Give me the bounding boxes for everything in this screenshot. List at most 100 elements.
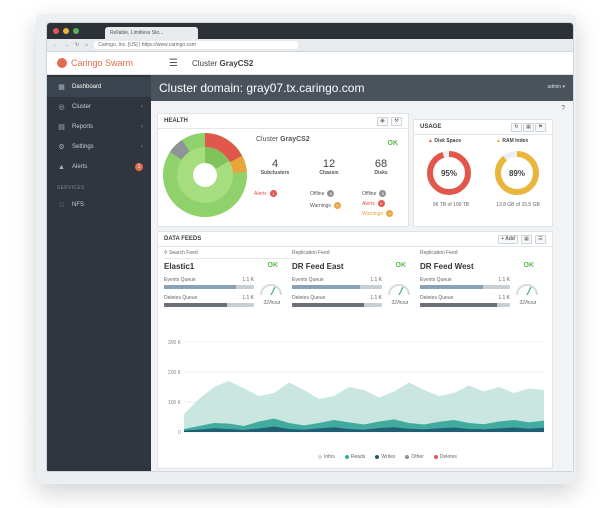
deletes-queue-value: 1.1 K [370, 295, 382, 301]
events-queue-label: Events Queue [420, 277, 452, 283]
cluster-icon: ◎ [58, 104, 65, 111]
home-icon[interactable]: ⌂ [85, 42, 89, 48]
feed-status: OK [395, 262, 407, 269]
ram-index-gauge[interactable]: 89% [494, 150, 540, 196]
usage-panel: USAGE ↻ ▦ ⚑ ▲ Disk Space ▲ RAM Index 95% [413, 119, 553, 227]
sidebar-item-nfs[interactable]: ∷ NFS [47, 195, 151, 215]
deletes-queue-value: 1.1 K [242, 295, 254, 301]
health-sunburst-chart[interactable] [162, 132, 248, 218]
dashboard-icon: ▦ [58, 84, 65, 91]
sidebar-item-settings[interactable]: ⚙ Settings ‹ [47, 137, 151, 157]
legend-swatch [405, 454, 410, 459]
legend-item-other[interactable]: Other [405, 454, 424, 460]
data-feed-card[interactable]: Replication Feed DR Feed West OK Events … [420, 250, 540, 307]
feed-name: DR Feed West [420, 262, 474, 271]
grid-view-icon[interactable]: ▦ [521, 235, 532, 244]
deletes-queue-bar [420, 303, 510, 307]
close-window-button[interactable] [53, 28, 59, 34]
caringo-logo[interactable]: Caringo Swarm [47, 58, 161, 68]
chassis-offline-label: Offline [310, 190, 325, 197]
sidebar-item-cluster[interactable]: ◎ Cluster ‹ [47, 97, 151, 117]
reload-icon[interactable]: ↻ [75, 42, 80, 48]
maximize-window-button[interactable] [73, 28, 79, 34]
deletes-queue-value: 1.1 K [498, 295, 510, 301]
alerts-icon: ▲ [58, 163, 65, 171]
throughput-area-chart[interactable]: 300 K 200 K 100 K 0 [160, 336, 550, 446]
back-icon[interactable]: ← [53, 42, 58, 48]
health-title: HEALTH ◉ ⚒ [158, 114, 408, 129]
subclusters-stat[interactable]: 4 Subclusters [254, 158, 296, 176]
events-queue-value: 1.1 K [498, 277, 510, 283]
y-tick-label: 100 K [168, 400, 182, 406]
chassis-value: 12 [322, 158, 336, 170]
data-feed-card[interactable]: Replication Feed DR Feed East OK Events … [292, 250, 412, 307]
minimize-window-button[interactable] [63, 28, 69, 34]
disk-space-gauge[interactable]: 95% [426, 150, 472, 196]
list-view-icon[interactable]: ☰ [535, 235, 546, 244]
health-alerts-row[interactable]: Alerts 1 [254, 190, 277, 197]
feed-tag: Replication Feed [420, 250, 458, 256]
sidebar-item-alerts[interactable]: ▲ Alerts 1 [47, 157, 151, 177]
data-feeds-title: DATA FEEDS + Add ▦ ☰ [158, 232, 552, 247]
search-icon: ⚲ [164, 250, 168, 256]
y-tick-label: 0 [178, 430, 181, 436]
disks-stat[interactable]: 68 Disks [360, 158, 402, 176]
browser-tab[interactable]: Reliable, Limitless Sto... [105, 27, 198, 39]
sunburst-center [193, 163, 217, 187]
app-header: Caringo Swarm ☰ Cluster GrayCS2 [47, 52, 573, 75]
wrench-icon[interactable]: ⚒ [391, 117, 402, 126]
usage-title-text: USAGE [420, 124, 442, 130]
data-feed-card[interactable]: Elastic1 OK Events Queue 1.1 K Deletes Q… [164, 262, 284, 307]
legend-item-deletes[interactable]: Deletes [433, 454, 457, 460]
hamburger-menu-icon[interactable]: ☰ [169, 57, 178, 69]
add-feed-button[interactable]: + Add [498, 235, 518, 244]
legend-swatch [375, 454, 380, 459]
search-feed-field[interactable]: ⚲ Search Feed [164, 250, 294, 259]
disks-label: Disks [374, 170, 388, 176]
sidebar-item-reports[interactable]: ▤ Reports ‹ [47, 117, 151, 137]
chevron-icon: ‹ [141, 124, 143, 130]
legend-item-infos[interactable]: Infos [318, 454, 335, 460]
deletes-queue-label: Deletes Queue [164, 295, 198, 301]
disks-alerts-row[interactable]: Alerts 0 [362, 200, 385, 207]
help-icon[interactable]: ? [561, 105, 565, 112]
chassis-offline-row[interactable]: Offline 0 [310, 190, 335, 197]
ram-index-icon: ▲ [496, 138, 501, 144]
feed-name: Elastic1 [164, 262, 195, 271]
settings-icon: ⚙ [58, 144, 65, 151]
health-title-text: HEALTH [164, 118, 188, 124]
admin-menu[interactable]: admin ▾ [547, 84, 565, 90]
view-icon[interactable]: ◉ [377, 117, 388, 126]
disks-alerts-count: 0 [377, 200, 385, 207]
sidebar-item-dashboard[interactable]: ▦ Dashboard [47, 77, 151, 97]
feed-rate-label: 32/hour [391, 300, 409, 306]
disks-warnings-row[interactable]: Warnings 0 [362, 210, 393, 217]
ram-index-label: RAM Index [502, 138, 529, 144]
ram-index-arc [495, 151, 539, 195]
forward-icon[interactable]: → [64, 42, 69, 48]
disk-space-detail: 96 TB of 100 TB [432, 202, 470, 208]
chassis-warnings-row[interactable]: Warnings 0 [310, 202, 341, 209]
sidebar-item-label: Dashboard [72, 84, 102, 90]
chassis-stat[interactable]: 12 Chassis [308, 158, 350, 176]
flag-icon[interactable]: ⚑ [535, 123, 546, 132]
feed-rate-gauge [516, 284, 538, 296]
legend-item-reads[interactable]: Reads [344, 454, 365, 460]
y-tick-label: 300 K [168, 340, 182, 346]
breadcrumb: Cluster GrayCS2 [192, 59, 253, 68]
feed-rate-gauge [388, 284, 410, 296]
reports-icon: ▤ [58, 124, 65, 131]
deletes-queue-bar [292, 303, 382, 307]
grid-icon[interactable]: ▦ [523, 123, 534, 132]
disks-offline-label: Offline [362, 190, 377, 197]
events-queue-value: 1.1 K [242, 277, 254, 283]
subclusters-label: Subclusters [260, 170, 290, 176]
address-bar[interactable]: Caringo, Inc. [US] | https://www.caringo… [94, 41, 299, 49]
ram-index-percent: 89% [509, 169, 525, 178]
refresh-icon[interactable]: ↻ [511, 123, 522, 132]
disks-warnings-label: Warnings [362, 210, 383, 217]
health-status: OK [387, 140, 399, 147]
disks-offline-row[interactable]: Offline 0 [362, 190, 387, 197]
cluster-domain-value: gray07.tx.caringo.com [246, 81, 365, 95]
legend-item-writes[interactable]: Writes [375, 454, 395, 460]
